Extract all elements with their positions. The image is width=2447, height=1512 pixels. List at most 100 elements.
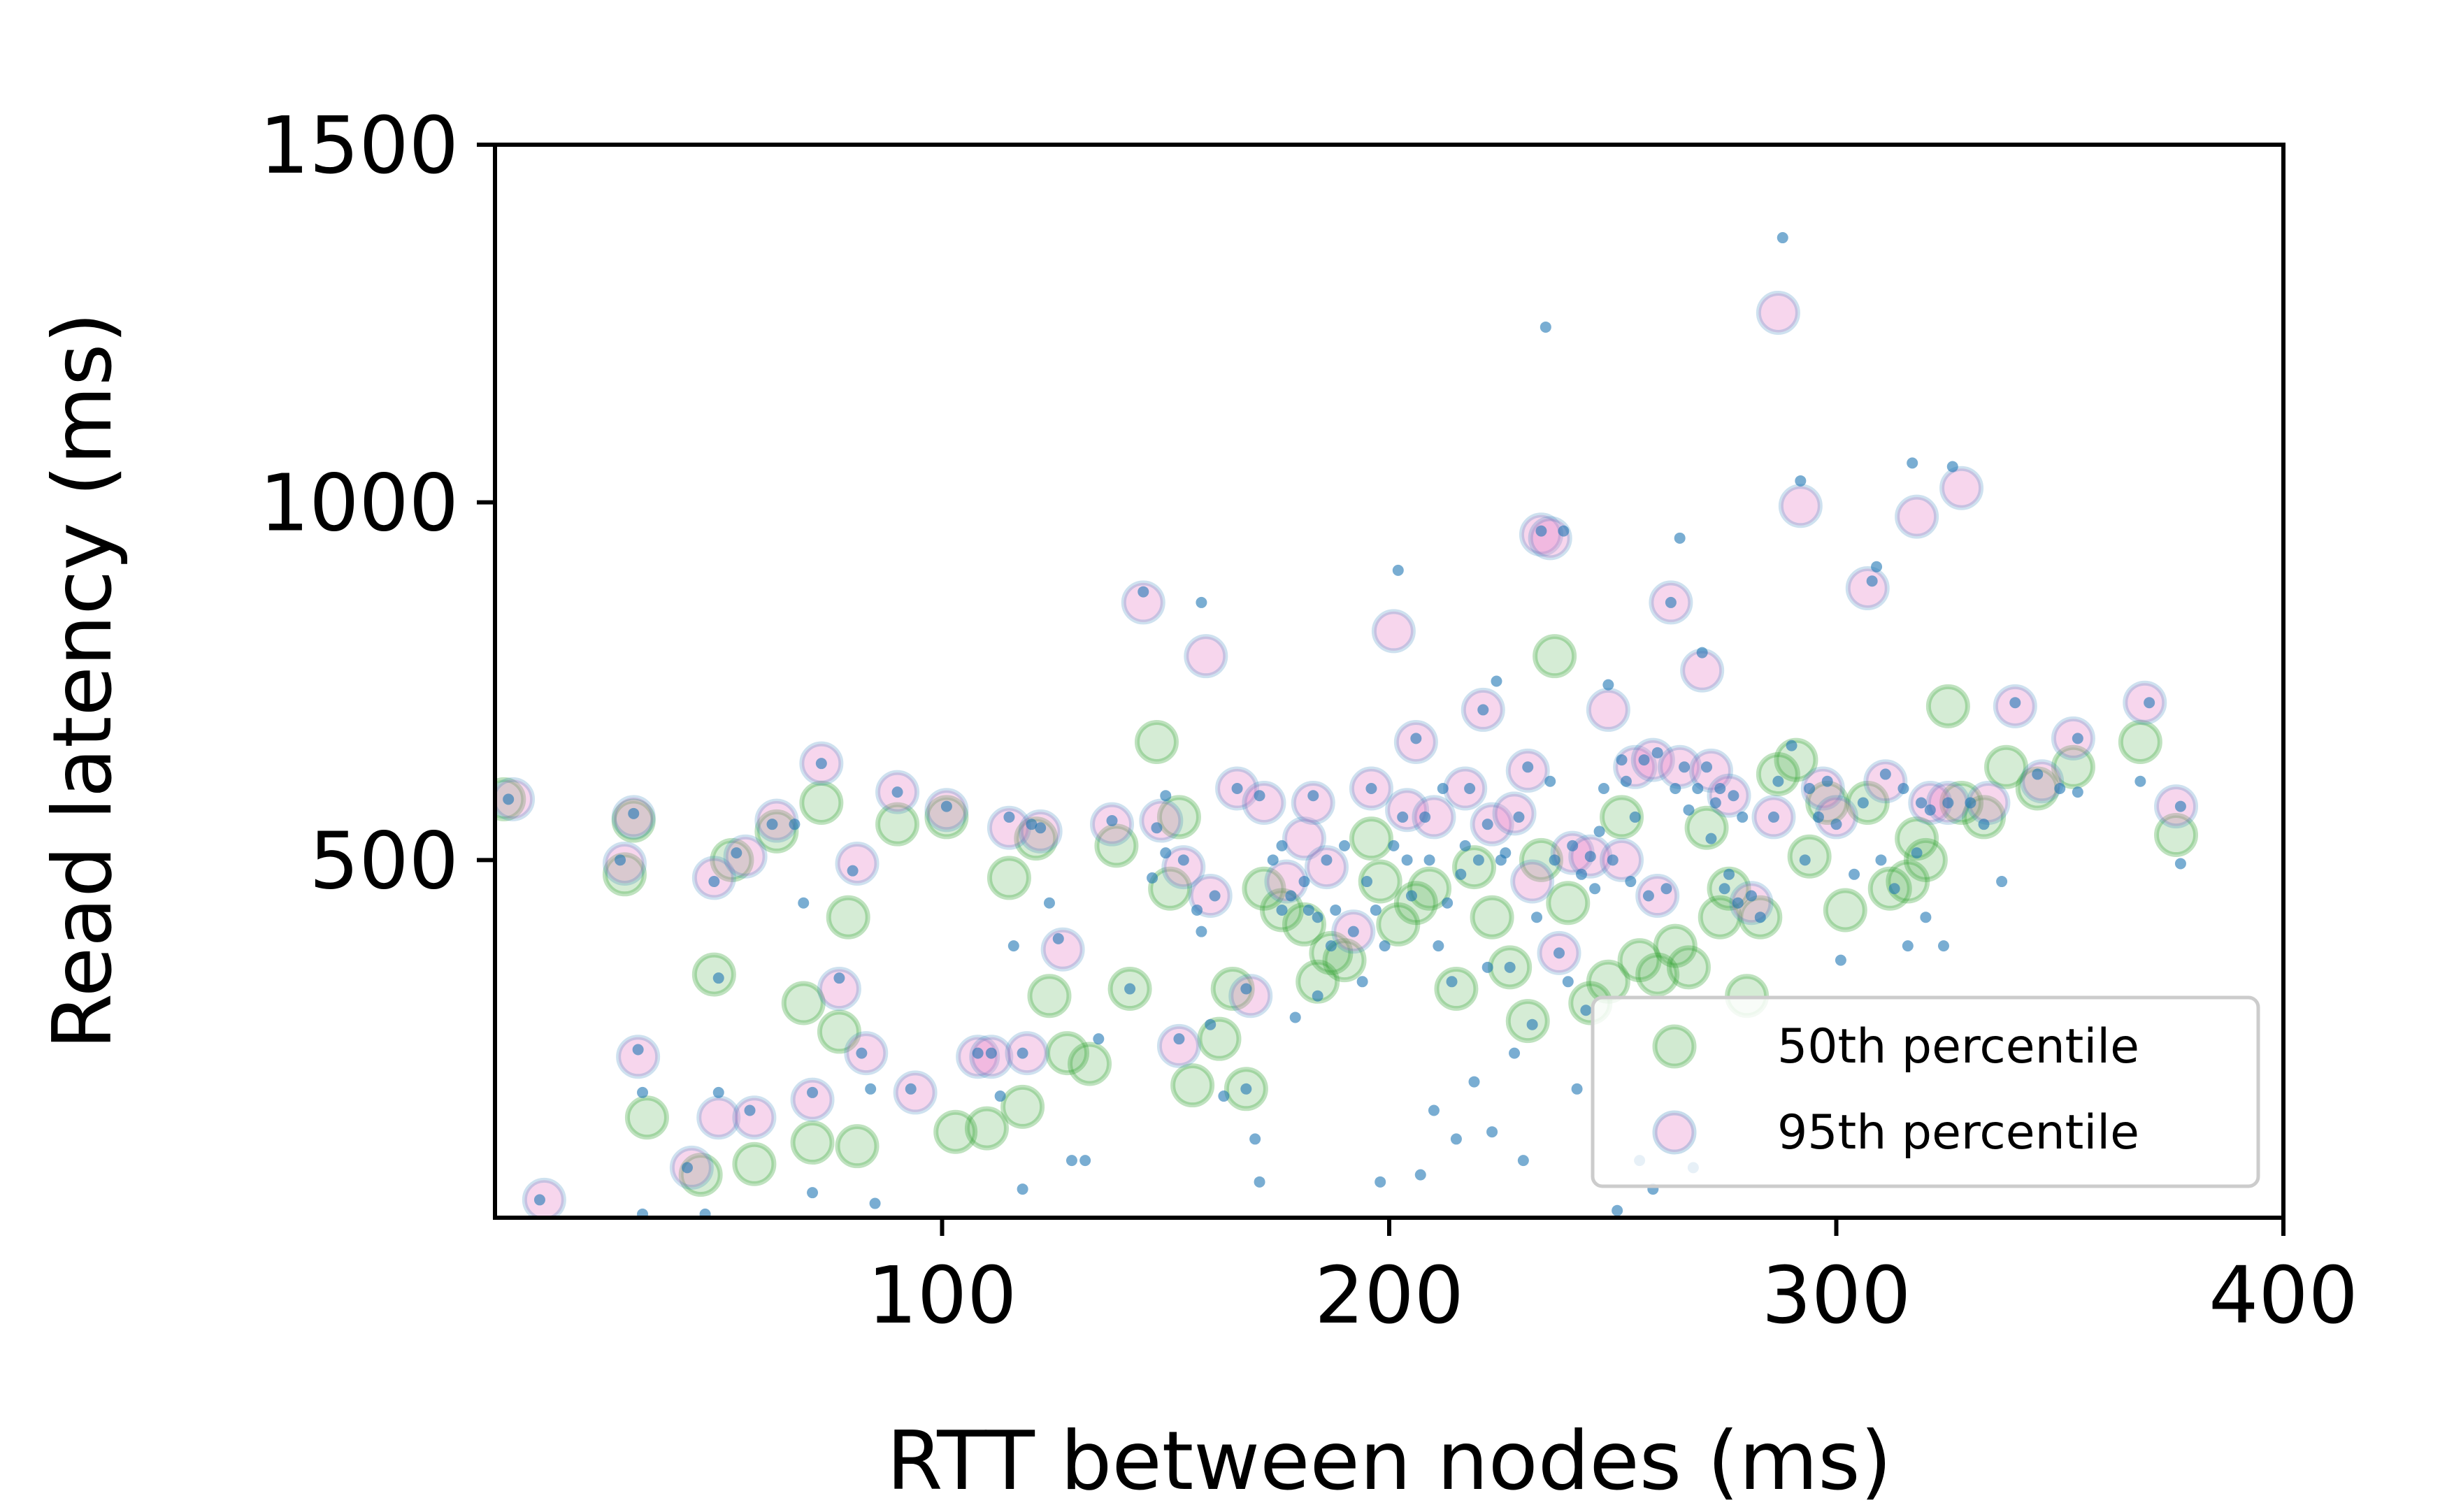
point-sample [856,1047,868,1059]
point-sample [1665,596,1677,608]
point-sample [1598,783,1609,794]
point-sample [1937,940,1949,952]
point-95th-percentile [696,1095,741,1140]
point-sample [1209,890,1221,902]
point-sample [1612,1204,1623,1216]
point-sample [1065,1155,1077,1167]
point-sample [1638,754,1650,766]
x-tick-label: 100 [868,1251,1017,1341]
point-50th-percentile [1962,795,2007,840]
point-sample [1007,940,1019,952]
point-95th-percentile [602,841,647,886]
point-sample [1857,797,1869,809]
point-sample [994,1090,1006,1102]
point-sample [1866,575,1878,587]
point-50th-percentile [1666,945,1711,990]
point-sample [1093,1033,1105,1045]
point-50th-percentile [691,952,736,997]
point-sample [1160,790,1172,802]
point-95th-percentile [1385,788,1430,833]
point-50th-percentile [799,780,844,825]
point-sample [1705,833,1717,844]
point-sample [1043,897,1055,909]
point-sample [1642,890,1654,902]
point-sample [1562,976,1574,988]
point-sample [1535,525,1547,537]
point-sample [1911,847,1923,859]
point-50th-percentile [2154,813,2199,858]
point-50th-percentile [1505,999,1550,1044]
point-95th-percentile [817,967,861,1011]
point-sample [847,865,859,877]
point-sample [615,854,626,866]
point-sample [1468,1076,1480,1088]
point-sample [1339,840,1351,851]
point-sample [1849,868,1860,880]
point-50th-percentile [1407,866,1452,911]
point-sample [1540,321,1551,333]
point-sample [1433,940,1444,952]
point-50th-percentile [1068,1042,1112,1086]
point-95th-percentile [1371,609,1416,654]
point-95th-percentile [1510,859,1555,904]
point-sample [1593,826,1605,837]
point-sample [1330,904,1342,916]
point-sample [1312,912,1323,923]
point-95th-percentile [1184,634,1228,679]
point-50th-percentile [1094,823,1139,868]
point-sample [1486,1126,1498,1138]
point-sample [891,786,903,798]
point-sample [1106,815,1118,827]
point-sample [1138,586,1149,598]
point-95th-percentile [1586,687,1630,732]
point-sample [1602,679,1614,691]
point-95th-percentile [1895,494,1939,539]
point-sample [1177,854,1189,866]
point-sample [1786,740,1797,751]
point-sample [1472,854,1484,866]
point-95th-percentile [1778,484,1823,528]
point-sample [1240,1083,1252,1095]
point-sample [1902,940,1914,952]
point-sample [1289,1011,1301,1023]
point-sample [1978,819,1990,830]
point-sample [1946,461,1958,473]
point-95th-percentile [1688,748,1733,793]
point-50th-percentile [1452,845,1497,890]
point-sample [1544,775,1556,787]
point-95th-percentile [1492,791,1537,836]
point-50th-percentile [1027,974,1072,1018]
point-sample [632,1044,644,1056]
point-sample [628,807,640,819]
point-sample [1298,876,1310,888]
point-50th-percentile [1170,1063,1215,1108]
point-sample [1491,675,1502,687]
point-sample [1549,854,1560,866]
point-95th-percentile [1630,737,1675,782]
point-sample [1799,854,1811,866]
point-50th-percentile [964,1106,1009,1151]
point-sample [712,1086,724,1098]
point-50th-percentile [1698,895,1742,939]
point-95th-percentile [1161,845,1206,890]
point-sample [1571,1083,1583,1095]
point-95th-percentile [1139,798,1184,843]
point-sample [1160,847,1172,859]
point-50th-percentile [835,1124,880,1169]
point-sample [1625,876,1637,888]
point-sample [865,1083,877,1095]
point-sample [1196,926,1207,937]
point-sample [1240,983,1252,995]
point-sample [1754,912,1766,923]
point-sample [1718,883,1730,895]
point-sample [637,1208,649,1218]
point-sample [1003,811,1015,823]
point-sample [1303,904,1314,916]
point-sample [1509,1047,1521,1059]
point-50th-percentile [1210,967,1255,1011]
point-sample [1696,647,1708,658]
y-tick-label: 1000 [259,459,459,549]
point-sample [1916,797,1928,809]
point-95th-percentile [1228,974,1273,1018]
